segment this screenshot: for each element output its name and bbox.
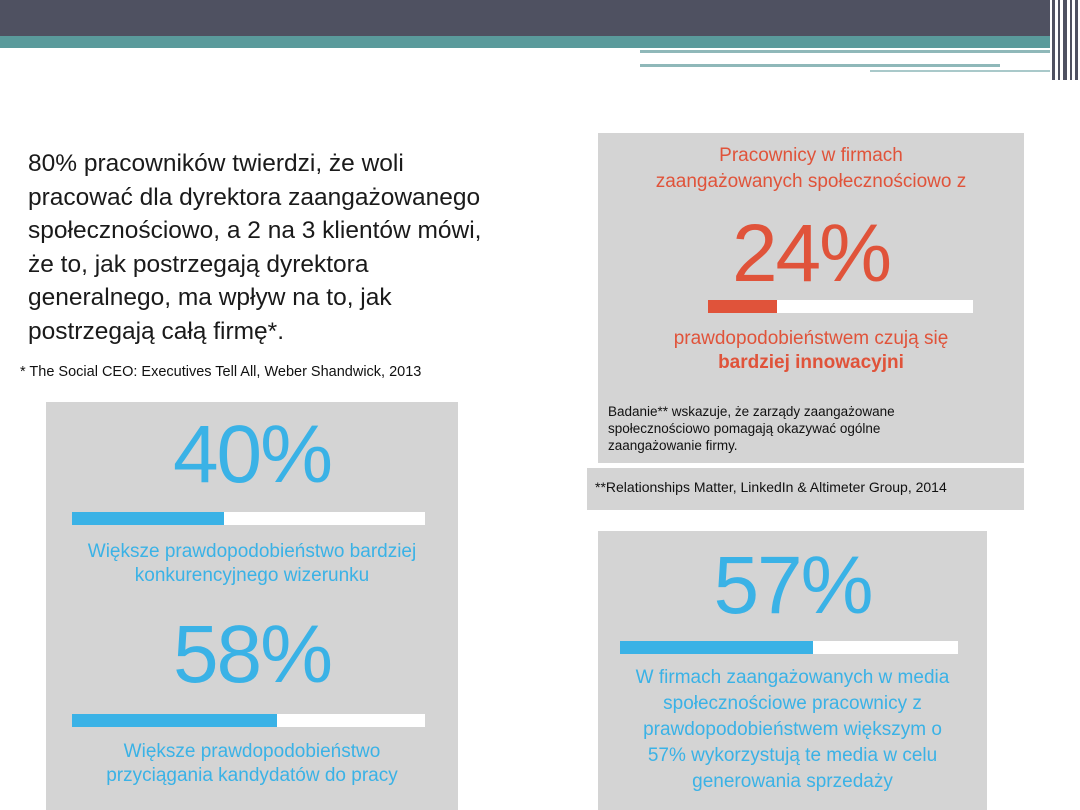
stat-value-24: 24%: [731, 208, 892, 299]
stats-card-right-top: Pracownicy w firmach zaangażowanych społ…: [598, 133, 1024, 463]
stats-card-left: 40% Większe prawdopodobieństwo bardziej …: [46, 402, 458, 810]
stats-card-right-bottom: 57% W firmach zaangażowanych w media spo…: [598, 531, 987, 810]
stat-value-58: 58%: [172, 609, 333, 700]
footnote-box-2: **Relationships Matter, LinkedIn & Altim…: [587, 468, 1024, 510]
stat-value-57: 57%: [713, 540, 873, 631]
progress-fill: [72, 714, 277, 727]
header-accent-bar: [0, 36, 1050, 48]
progress-bar-58: [72, 714, 425, 727]
stat-caption-58: Większe prawdopodobieństwo przyciągania …: [106, 741, 398, 786]
footnote-source-1: * The Social CEO: Executives Tell All, W…: [20, 364, 422, 380]
study-note: Badanie** wskazuje, że zarządy zaangażow…: [608, 404, 895, 453]
stat-caption-24-bold: bardziej innowacyjni: [718, 352, 904, 373]
stat-caption-24: prawdopodobieństwem czują się: [673, 328, 949, 349]
stripe: [1063, 0, 1067, 80]
stat-heading-24: Pracownicy w firmach zaangażowanych społ…: [655, 145, 967, 192]
header-accent-line: [870, 70, 1050, 72]
stripe: [1070, 0, 1072, 80]
stat-caption-40: Większe prawdopodobieństwo bardziej konk…: [87, 541, 417, 586]
stripe: [1075, 0, 1078, 80]
main-statement: 80% pracowników twierdzi, że woli pracow…: [28, 150, 482, 345]
progress-fill: [72, 512, 224, 525]
stripe: [1058, 0, 1060, 80]
header-bar: [0, 0, 1050, 36]
progress-bar-24: [708, 300, 973, 313]
stripe: [1052, 0, 1055, 80]
progress-fill: [708, 300, 777, 313]
progress-fill: [620, 641, 813, 654]
progress-bar-57: [620, 641, 958, 654]
header-accent-line: [640, 50, 1050, 53]
header-stripes: [1050, 0, 1080, 80]
footnote-source-2: **Relationships Matter, LinkedIn & Altim…: [595, 479, 947, 495]
stat-value-40: 40%: [172, 409, 333, 500]
header-accent-line: [640, 64, 1000, 67]
stat-caption-57: W firmach zaangażowanych w media społecz…: [635, 667, 950, 792]
progress-bar-40: [72, 512, 425, 525]
